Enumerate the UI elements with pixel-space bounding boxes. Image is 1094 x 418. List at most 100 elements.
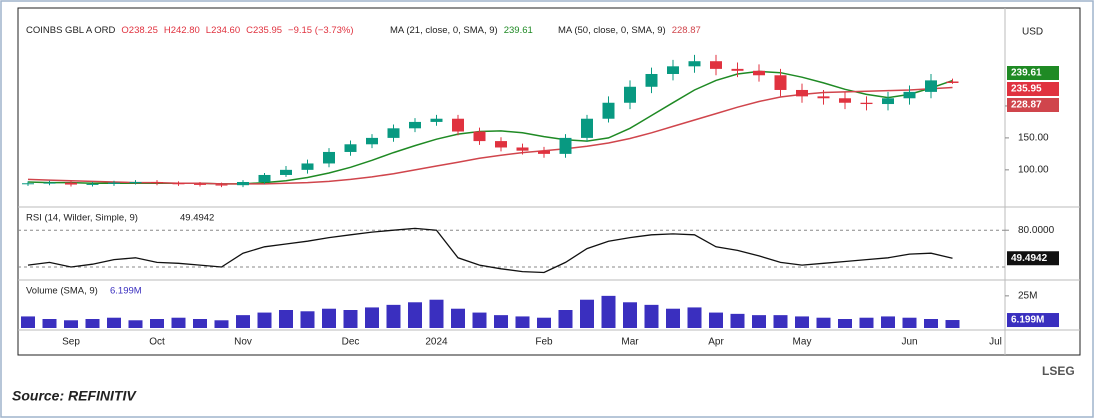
x-tick-label: Mar	[621, 337, 639, 348]
volume-bar	[558, 310, 573, 328]
candle-body	[43, 182, 56, 184]
volume-bar	[601, 295, 616, 328]
x-tick-label: May	[793, 337, 812, 348]
candle-body	[645, 73, 658, 87]
value-tag-label: 235.95	[1011, 84, 1042, 95]
volume-bar	[236, 315, 250, 328]
candle-body	[452, 118, 464, 132]
value-tag	[1007, 251, 1059, 266]
symbol: COINBS GBL A ORD	[26, 25, 116, 36]
candle-body	[710, 61, 722, 69]
candle-body	[473, 131, 486, 142]
volume-bar	[21, 316, 35, 328]
x-tick-label: Apr	[708, 337, 724, 348]
volume-bar	[580, 299, 594, 328]
candle-body	[624, 86, 636, 103]
candle-body	[108, 182, 120, 184]
volume-bar	[408, 302, 422, 328]
candle-body	[516, 147, 529, 151]
candle-body	[774, 75, 787, 90]
volume-bar	[451, 308, 465, 328]
volume-bar	[107, 317, 121, 328]
candle-body	[280, 169, 292, 175]
candle-body	[129, 181, 142, 183]
volume-bar	[666, 308, 680, 328]
legend-entry: MA (21, close, 0, SMA, 9) 239.61	[390, 25, 533, 36]
candle-body	[839, 98, 851, 103]
candle-body	[86, 183, 99, 185]
volume-bar	[214, 320, 229, 328]
candle-body	[688, 61, 701, 67]
candle-body	[65, 182, 77, 185]
volume-bar	[429, 299, 444, 328]
candle-body	[22, 183, 34, 185]
x-tick-label: Sep	[62, 337, 80, 348]
volume-bar	[709, 312, 723, 328]
candle-body	[495, 141, 507, 148]
volume-bar	[365, 307, 379, 328]
pane-value: 49.4942	[180, 213, 214, 224]
volume-bar	[816, 317, 831, 328]
currency: USD	[1022, 27, 1043, 38]
volume-bar	[64, 320, 78, 328]
candle-body	[194, 183, 206, 185]
volume-bar	[902, 317, 917, 328]
candle-body	[753, 70, 765, 76]
candle-body	[731, 68, 744, 71]
y-tick-label: 100.00	[1018, 164, 1049, 175]
volume-bar	[773, 315, 788, 328]
x-tick-label: Jun	[901, 337, 917, 348]
pane-title: RSI (14, Wilder, Simple, 9)	[26, 213, 138, 224]
candle-body	[215, 184, 228, 186]
volume-bar	[537, 317, 551, 328]
candle-body	[172, 183, 185, 185]
ohlc-label: −9.15 (−3.73%)	[288, 25, 354, 36]
volume-bar	[300, 311, 315, 328]
legend-name: MA (50, close, 0, SMA, 9)	[558, 25, 666, 36]
volume-bar	[150, 319, 164, 328]
volume-bar	[838, 319, 852, 328]
candle-body	[903, 91, 916, 99]
ohlc-label: H242.80	[164, 25, 200, 36]
ohlc-label: L234.60	[206, 25, 240, 36]
volume-bar	[472, 312, 487, 328]
volume-bar	[343, 310, 358, 328]
legend-value: 239.61	[504, 25, 533, 36]
volume-bar	[257, 312, 272, 328]
candle-body	[151, 181, 163, 184]
candle-body	[667, 66, 679, 74]
volume-bar	[42, 319, 57, 328]
volume-bar	[128, 320, 143, 328]
candle-body	[258, 174, 271, 182]
value-tag-label: 228.87	[1011, 100, 1042, 111]
volume-bar	[945, 320, 960, 328]
volume-bar	[386, 304, 401, 328]
y-tick-label: 150.00	[1018, 133, 1049, 144]
x-tick-label: Jul	[989, 337, 1002, 348]
y-tick-label: 80.0000	[1018, 225, 1055, 236]
legend-value: 228.87	[672, 25, 701, 36]
x-tick-label: Feb	[535, 337, 553, 348]
candle-body	[559, 137, 572, 154]
volume-bar	[795, 316, 809, 328]
candle-body	[796, 89, 808, 97]
volume-bar	[515, 316, 530, 328]
legend-entry: MA (50, close, 0, SMA, 9) 228.87	[558, 25, 701, 36]
volume-bar	[644, 304, 659, 328]
value-tag	[1007, 66, 1059, 80]
value-tag-label: 239.61	[1011, 68, 1042, 79]
candle-body	[817, 96, 830, 99]
ohlc-label: O238.25	[121, 25, 157, 36]
ohlc-label: C235.95	[246, 25, 282, 36]
value-tag-label: 6.199M	[1011, 315, 1044, 326]
value-tag	[1007, 98, 1059, 112]
candle-body	[387, 128, 400, 138]
x-tick-label: Nov	[234, 337, 252, 348]
value-tag-label: 49.4942	[1011, 253, 1048, 264]
candle-body	[430, 118, 443, 122]
pane-title: Volume (SMA, 9)	[26, 286, 98, 297]
candle-body	[538, 150, 550, 154]
y-tick-label: 25M	[1018, 290, 1037, 301]
candle-body	[323, 151, 335, 164]
